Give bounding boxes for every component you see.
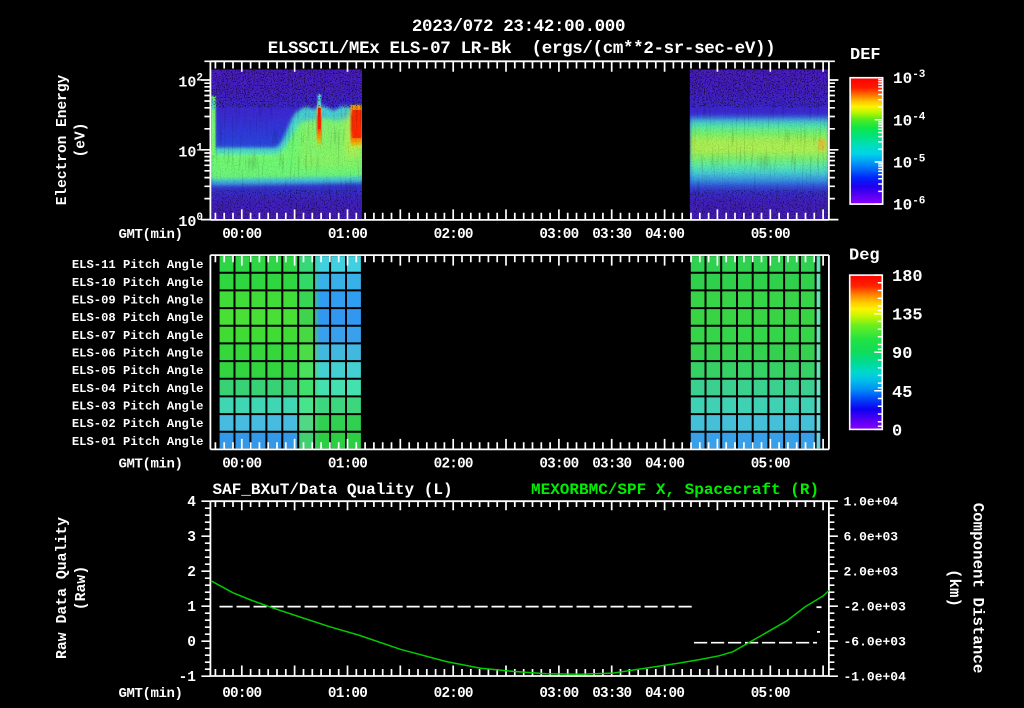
svg-text:SAF_BXuT/Data Quality (L): SAF_BXuT/Data Quality (L) bbox=[213, 481, 453, 499]
svg-text:ELS-09 Pitch Angle: ELS-09 Pitch Angle bbox=[72, 294, 204, 308]
svg-text:ELSSCIL/MEx ELS-07 LR-Bk (erg: ELSSCIL/MEx ELS-07 LR-Bk (ergs/(cm**2-sr… bbox=[268, 39, 776, 59]
svg-text:6.0e+03: 6.0e+03 bbox=[844, 530, 899, 545]
svg-text:Electron Energy: Electron Energy bbox=[55, 74, 71, 205]
svg-text:ELS-06 Pitch Angle: ELS-06 Pitch Angle bbox=[72, 347, 204, 361]
svg-text:00:00: 00:00 bbox=[222, 456, 261, 472]
svg-text:(Raw): (Raw) bbox=[74, 566, 90, 610]
svg-text:GMT(min): GMT(min) bbox=[118, 686, 182, 702]
svg-text:MEXORBMC/SPF X, Spacecraft (R): MEXORBMC/SPF X, Spacecraft (R) bbox=[531, 481, 819, 499]
svg-text:90: 90 bbox=[892, 345, 912, 364]
svg-text:03:30: 03:30 bbox=[592, 227, 631, 243]
svg-text:4: 4 bbox=[187, 495, 196, 511]
svg-text:03:30: 03:30 bbox=[592, 686, 631, 702]
svg-text:0: 0 bbox=[187, 635, 196, 651]
svg-text:03:00: 03:00 bbox=[539, 456, 578, 472]
svg-text:45: 45 bbox=[892, 384, 912, 403]
svg-text:00:00: 00:00 bbox=[222, 227, 261, 243]
svg-text:ELS-02 Pitch Angle: ELS-02 Pitch Angle bbox=[72, 417, 204, 431]
svg-text:2023/072 23:42:00.000: 2023/072 23:42:00.000 bbox=[412, 17, 625, 37]
svg-text:DEF: DEF bbox=[850, 46, 881, 65]
svg-text:ELS-08 Pitch Angle: ELS-08 Pitch Angle bbox=[72, 311, 204, 325]
svg-text:(eV): (eV) bbox=[74, 123, 90, 158]
svg-text:03:30: 03:30 bbox=[592, 456, 631, 472]
svg-text:1.0e+04: 1.0e+04 bbox=[844, 495, 899, 510]
svg-text:ELS-01 Pitch Angle: ELS-01 Pitch Angle bbox=[72, 435, 204, 449]
svg-text:00:00: 00:00 bbox=[222, 686, 261, 702]
svg-text:Component Distance: Component Distance bbox=[969, 503, 987, 674]
svg-text:05:00: 05:00 bbox=[751, 686, 790, 702]
svg-text:ELS-04 Pitch Angle: ELS-04 Pitch Angle bbox=[72, 382, 204, 396]
svg-text:GMT(min): GMT(min) bbox=[118, 456, 182, 472]
svg-text:135: 135 bbox=[892, 307, 923, 326]
svg-text:ELS-10 Pitch Angle: ELS-10 Pitch Angle bbox=[72, 276, 204, 290]
svg-text:01:00: 01:00 bbox=[328, 456, 367, 472]
svg-text:04:00: 04:00 bbox=[645, 227, 684, 243]
svg-text:02:00: 02:00 bbox=[434, 686, 473, 702]
svg-text:ELS-03 Pitch Angle: ELS-03 Pitch Angle bbox=[72, 400, 204, 414]
svg-text:(km): (km) bbox=[945, 569, 963, 607]
svg-text:3: 3 bbox=[187, 530, 196, 546]
svg-text:-2.0e+03: -2.0e+03 bbox=[844, 600, 907, 615]
svg-text:ELS-07 Pitch Angle: ELS-07 Pitch Angle bbox=[72, 329, 204, 343]
svg-text:01:00: 01:00 bbox=[328, 686, 367, 702]
svg-text:0: 0 bbox=[892, 422, 902, 441]
svg-text:2.0e+03: 2.0e+03 bbox=[844, 565, 899, 580]
svg-text:02:00: 02:00 bbox=[434, 227, 473, 243]
svg-text:1: 1 bbox=[187, 600, 196, 616]
svg-text:-1: -1 bbox=[179, 670, 197, 686]
svg-text:ELS-05 Pitch Angle: ELS-05 Pitch Angle bbox=[72, 364, 204, 378]
svg-text:-1.0e+04: -1.0e+04 bbox=[844, 670, 907, 685]
svg-text:01:00: 01:00 bbox=[328, 227, 367, 243]
svg-text:GMT(min): GMT(min) bbox=[118, 227, 182, 243]
svg-text:ELS-11 Pitch Angle: ELS-11 Pitch Angle bbox=[72, 258, 204, 272]
svg-text:04:00: 04:00 bbox=[645, 686, 684, 702]
svg-text:180: 180 bbox=[892, 268, 923, 287]
svg-text:03:00: 03:00 bbox=[539, 227, 578, 243]
svg-text:04:00: 04:00 bbox=[645, 456, 684, 472]
svg-text:-6.0e+03: -6.0e+03 bbox=[844, 635, 907, 650]
svg-text:03:00: 03:00 bbox=[539, 686, 578, 702]
svg-text:Deg: Deg bbox=[849, 247, 880, 266]
svg-text:05:00: 05:00 bbox=[751, 456, 790, 472]
svg-text:02:00: 02:00 bbox=[434, 456, 473, 472]
svg-text:Raw Data Quality: Raw Data Quality bbox=[55, 517, 71, 659]
svg-text:2: 2 bbox=[187, 565, 196, 581]
svg-text:05:00: 05:00 bbox=[751, 227, 790, 243]
